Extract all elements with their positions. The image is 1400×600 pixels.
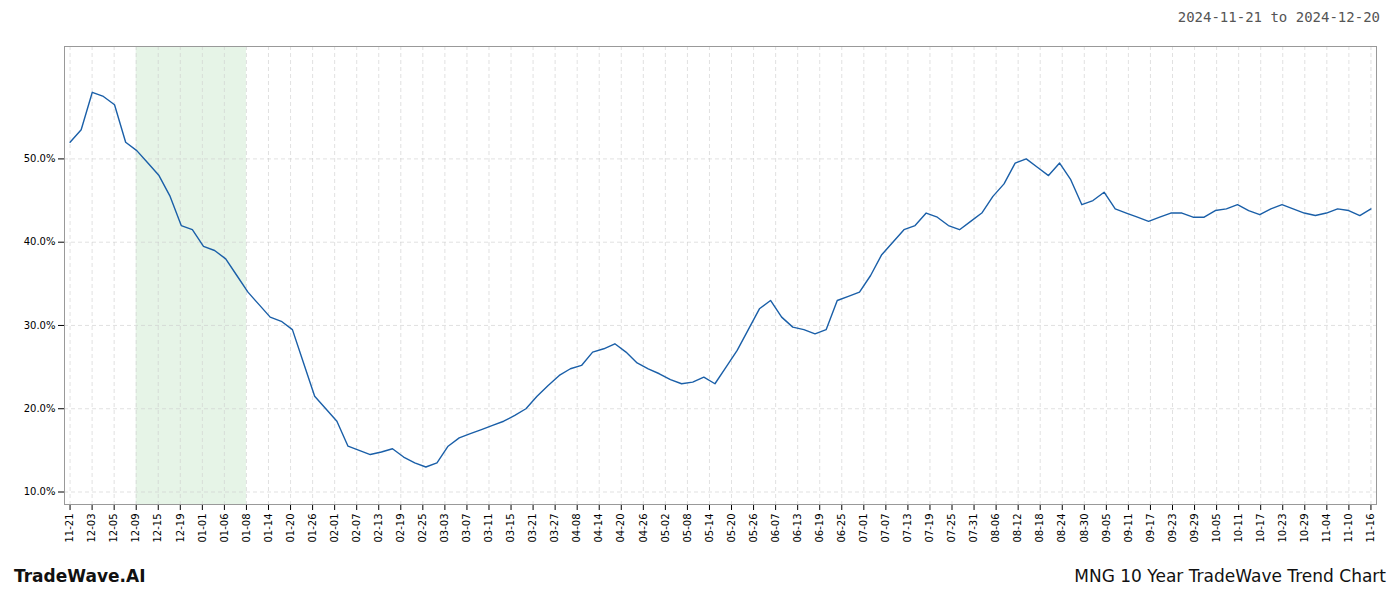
svg-text:07-25: 07-25 — [946, 514, 957, 543]
svg-text:09-29: 09-29 — [1189, 514, 1200, 543]
svg-text:02-07: 02-07 — [351, 514, 362, 543]
svg-text:03-11: 03-11 — [483, 514, 494, 543]
svg-text:50.0%: 50.0% — [24, 153, 56, 164]
svg-text:06-07: 06-07 — [770, 514, 781, 543]
svg-text:06-13: 06-13 — [792, 514, 803, 543]
svg-text:09-11: 09-11 — [1123, 514, 1134, 543]
svg-text:02-25: 02-25 — [417, 514, 428, 543]
svg-text:10-23: 10-23 — [1277, 514, 1288, 543]
svg-text:03-21: 03-21 — [527, 514, 538, 543]
svg-text:08-18: 08-18 — [1034, 514, 1045, 543]
html-text:MNG 10 Year TradeWave Trend Ch: MNG 10 Year TradeWave Trend Chart — [1074, 566, 1386, 586]
svg-text:07-31: 07-31 — [968, 514, 979, 543]
svg-text:01-06: 01-06 — [219, 514, 230, 543]
svg-text:08-30: 08-30 — [1079, 514, 1090, 543]
svg-text:04-26: 04-26 — [638, 514, 649, 543]
svg-text:12-03: 12-03 — [86, 514, 97, 543]
html-text:2024-11-21 to 2024-12-20: 2024-11-21 to 2024-12-20 — [1177, 9, 1380, 25]
svg-text:10-17: 10-17 — [1255, 514, 1266, 543]
svg-text:01-26: 01-26 — [307, 514, 318, 543]
svg-text:02-01: 02-01 — [329, 514, 340, 543]
svg-text:40.0%: 40.0% — [24, 236, 56, 247]
svg-text:03-15: 03-15 — [505, 514, 516, 543]
svg-text:07-07: 07-07 — [880, 514, 891, 543]
svg-text:10.0%: 10.0% — [24, 486, 56, 497]
svg-text:05-02: 05-02 — [660, 514, 671, 543]
svg-text:08-06: 08-06 — [990, 514, 1001, 543]
svg-text:01-08: 01-08 — [241, 514, 252, 543]
svg-text:07-13: 07-13 — [902, 514, 913, 543]
svg-text:09-05: 09-05 — [1101, 514, 1112, 543]
svg-text:01-01: 01-01 — [197, 514, 208, 543]
svg-text:12-09: 12-09 — [130, 514, 141, 543]
svg-text:11-16: 11-16 — [1365, 514, 1376, 543]
svg-text:11-10: 11-10 — [1343, 514, 1354, 543]
svg-text:01-20: 01-20 — [285, 514, 296, 543]
svg-text:12-15: 12-15 — [152, 514, 163, 543]
svg-text:07-19: 07-19 — [924, 514, 935, 543]
svg-text:12-05: 12-05 — [108, 514, 119, 543]
svg-text:05-08: 05-08 — [682, 514, 693, 543]
svg-text:02-13: 02-13 — [373, 514, 384, 543]
svg-text:05-14: 05-14 — [704, 514, 715, 543]
svg-text:04-14: 04-14 — [593, 514, 604, 543]
svg-text:04-08: 04-08 — [571, 514, 582, 543]
svg-text:02-19: 02-19 — [395, 514, 406, 543]
svg-text:07-01: 07-01 — [858, 514, 869, 543]
svg-text:08-24: 08-24 — [1056, 514, 1067, 543]
svg-text:03-03: 03-03 — [439, 514, 450, 543]
svg-text:01-14: 01-14 — [263, 514, 274, 543]
svg-text:20.0%: 20.0% — [24, 403, 56, 414]
svg-text:03-27: 03-27 — [549, 514, 560, 543]
svg-text:09-17: 09-17 — [1145, 514, 1156, 543]
svg-text:10-05: 10-05 — [1211, 514, 1222, 543]
svg-text:10-11: 10-11 — [1233, 514, 1244, 543]
svg-text:09-23: 09-23 — [1167, 514, 1178, 543]
svg-text:06-19: 06-19 — [814, 514, 825, 543]
svg-text:11-04: 11-04 — [1321, 514, 1332, 543]
svg-text:30.0%: 30.0% — [24, 320, 56, 331]
svg-text:05-20: 05-20 — [726, 514, 737, 543]
svg-text:12-19: 12-19 — [175, 514, 186, 543]
svg-text:06-25: 06-25 — [836, 514, 847, 543]
svg-text:04-20: 04-20 — [615, 514, 626, 543]
svg-text:03-07: 03-07 — [461, 514, 472, 543]
svg-text:05-26: 05-26 — [748, 514, 759, 543]
html-text:TradeWave.AI: TradeWave.AI — [14, 566, 146, 586]
svg-text:08-12: 08-12 — [1012, 514, 1023, 543]
svg-text:11-21: 11-21 — [64, 514, 75, 543]
svg-text:10-29: 10-29 — [1299, 514, 1310, 543]
